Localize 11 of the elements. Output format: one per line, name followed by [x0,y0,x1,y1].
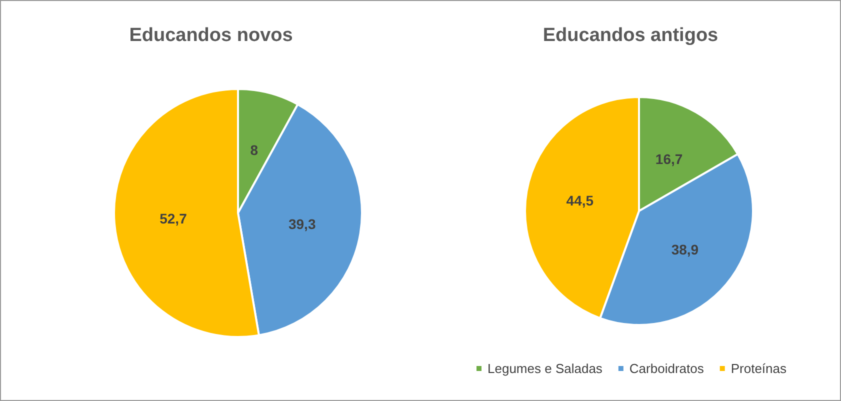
chart-title: Educandos antigos [542,25,718,46]
data-label: 39,3 [288,216,316,232]
data-label: 52,7 [160,210,188,227]
data-label: 8 [250,142,258,158]
legend-label: Proteínas [730,361,787,376]
data-label: 44,5 [566,192,594,209]
data-label: 16,7 [655,151,683,168]
legend-label: Legumes e Saladas [488,361,603,376]
legend-label: Carboidratos [629,361,704,376]
chart-title: Educandos novos [129,25,293,46]
data-label: 38,9 [671,242,699,258]
